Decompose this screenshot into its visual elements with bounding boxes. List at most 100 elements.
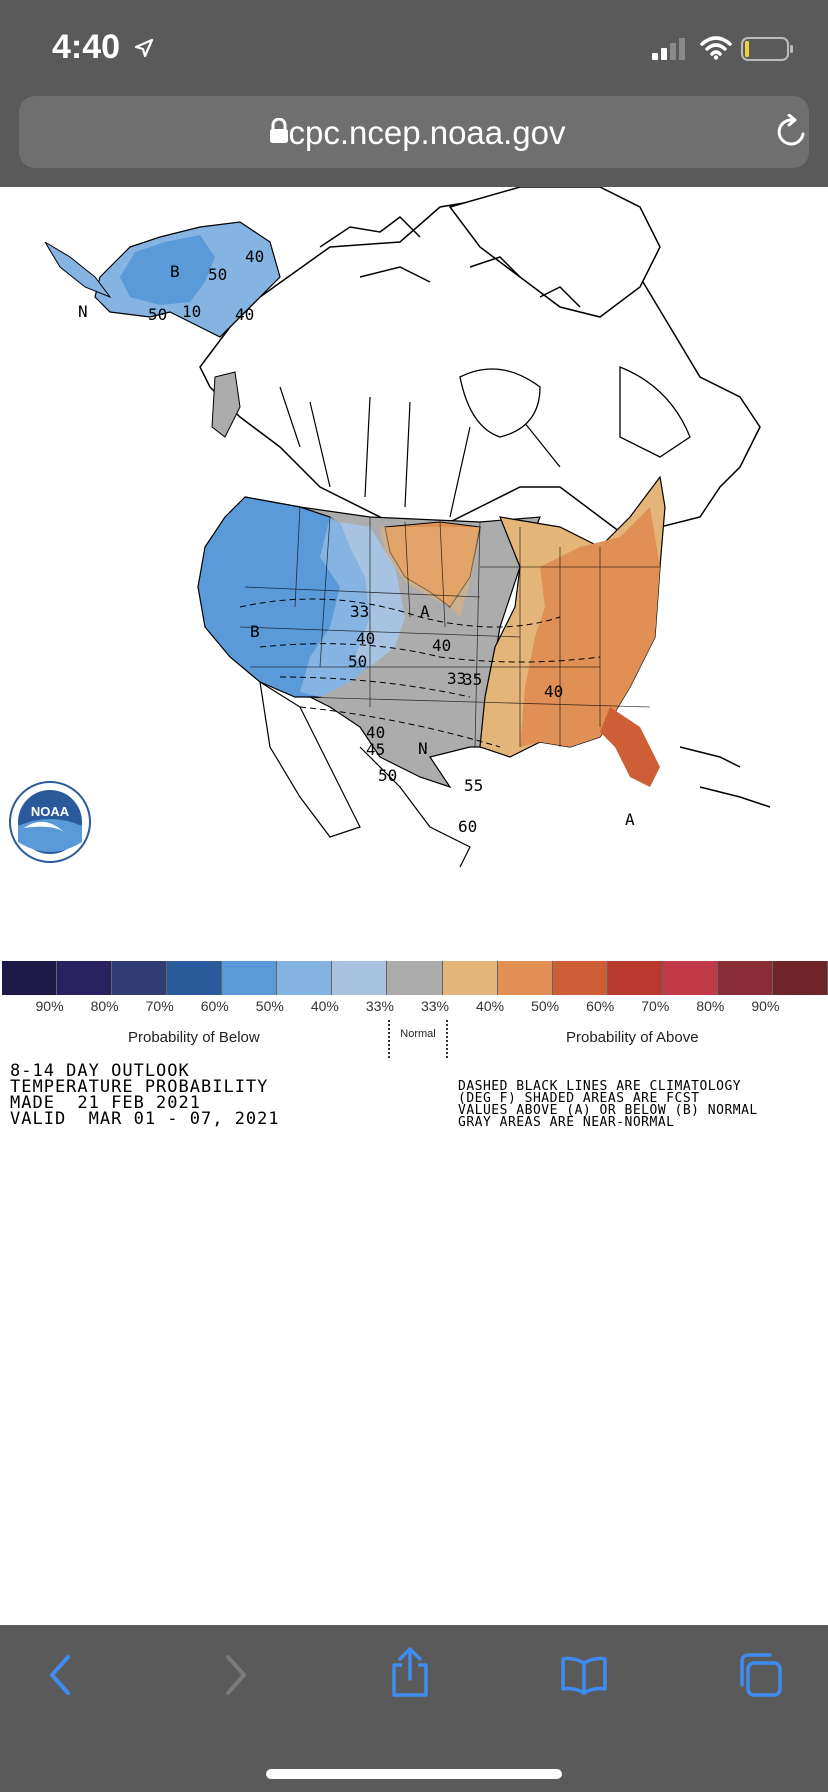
- contour-label: 40: [544, 682, 563, 701]
- scale-swatch: [497, 961, 553, 995]
- scale-swatch: [112, 961, 168, 995]
- alaska-darker: [120, 235, 215, 305]
- probability-below-caption: Probability of Below: [128, 1029, 260, 1046]
- forward-icon[interactable]: [222, 1653, 250, 1697]
- scale-label: 33%: [365, 998, 394, 1014]
- region-label-central-n: N: [418, 739, 428, 758]
- browser-top-chrome: 4:40 cpc.ncep.noaa.gov: [0, 0, 828, 187]
- outlook-title-line: VALID MAR 01 - 07, 2021: [10, 1109, 280, 1129]
- lock-icon: [270, 118, 288, 143]
- state-lines: [239, 506, 660, 748]
- scale-label: 70%: [145, 998, 174, 1014]
- scale-label: 80%: [696, 998, 725, 1014]
- bc-coast: [211, 371, 241, 438]
- contour-label: 40: [245, 247, 264, 266]
- battery-icon: [741, 37, 793, 61]
- cellular-signal-icon: [652, 38, 685, 60]
- scale-label: 50%: [255, 998, 284, 1014]
- outlook-title-line: MADE 21 FEB 2021: [10, 1093, 201, 1113]
- normal-caption-box: Normal: [388, 1020, 448, 1058]
- wifi-icon: [700, 36, 732, 60]
- scale-label: 50%: [531, 998, 560, 1014]
- mexico-outline: [259, 680, 471, 868]
- temperature-outlook-map: NOAA B N B A N A 50 50 40 10 40 33 40 50…: [0, 186, 828, 1129]
- contour-label: 50: [348, 652, 367, 671]
- normal-caption: Normal: [400, 1028, 436, 1040]
- browser-bottom-toolbar: [0, 1625, 828, 1792]
- contour-label: 35: [463, 670, 482, 689]
- greenland: [448, 186, 661, 318]
- scale-swatch: [772, 961, 828, 995]
- contour-label: 55: [464, 776, 483, 795]
- legend-note-line: VALUES ABOVE (A) OR BELOW (B) NORMAL: [458, 1103, 758, 1118]
- arctic-islands: [319, 216, 581, 308]
- scale-label: 90%: [751, 998, 780, 1014]
- contour-label: 10: [182, 302, 201, 321]
- scale-swatch: [662, 961, 718, 995]
- scale-swatch: [2, 961, 58, 995]
- florida-above-60: [600, 707, 660, 787]
- contour-label: 40: [366, 723, 385, 742]
- region-label-west-b: B: [250, 622, 260, 641]
- scale-label: 60%: [200, 998, 229, 1014]
- scale-swatch: [167, 961, 223, 995]
- legend-note: DASHED BLACK LINES ARE CLIMATOLOGY (DEG …: [458, 1079, 758, 1130]
- reload-icon[interactable]: [775, 114, 809, 150]
- probability-scale-labels: 90% 80% 70% 60% 50% 40% 33% 33% 40% 50% 60% 70% 80% 9…: [2, 998, 828, 1018]
- contour-label: 40: [432, 636, 451, 655]
- probability-above-caption: Probability of Above: [566, 1029, 699, 1046]
- plains-above-40: [380, 527, 480, 617]
- scale-swatch: [387, 961, 443, 995]
- legend-note-line: GRAY AREAS ARE NEAR-NORMAL: [458, 1115, 675, 1130]
- contour-label: 40: [235, 305, 254, 324]
- address-bar[interactable]: cpc.ncep.noaa.gov: [19, 96, 809, 168]
- scale-swatch: [277, 961, 333, 995]
- scale-swatch: [222, 961, 278, 995]
- url-text: cpc.ncep.noaa.gov: [288, 114, 566, 151]
- west-below-33: [340, 522, 405, 667]
- contour-label: 40: [356, 629, 375, 648]
- scale-label: 70%: [641, 998, 670, 1014]
- region-label-alaska-n: N: [78, 302, 88, 321]
- scale-label: 33%: [420, 998, 450, 1014]
- status-time: 4:40: [52, 28, 121, 66]
- north-america-map: NOAA B N B A N A 50 50 40 10 40 33 40 50…: [9, 186, 771, 868]
- hudson-bay: [459, 368, 541, 438]
- probability-color-scale: [2, 961, 828, 995]
- scale-swatch: [442, 961, 498, 995]
- scale-label: 80%: [90, 998, 119, 1014]
- province-lines: [279, 386, 651, 518]
- contour-label: 45: [366, 740, 385, 759]
- back-icon[interactable]: [46, 1653, 74, 1697]
- climatology-lines: [239, 598, 601, 748]
- scale-label: 60%: [586, 998, 615, 1014]
- contour-label: 60: [458, 817, 477, 836]
- contour-label: 50: [208, 265, 227, 284]
- outlook-title-line: 8-14 DAY OUTLOOK: [10, 1061, 190, 1081]
- contour-label: 33: [350, 602, 369, 621]
- alaska-islands: [44, 241, 112, 299]
- legend-note-line: (DEG F) SHADED AREAS ARE FCST: [458, 1091, 700, 1106]
- region-label-alaska-b: B: [170, 262, 180, 281]
- noaa-logo: NOAA: [9, 781, 91, 863]
- scale-swatch: [552, 961, 608, 995]
- contour-label: 50: [148, 305, 167, 324]
- home-indicator: [266, 1769, 562, 1779]
- quebec-region: [619, 366, 691, 458]
- share-icon[interactable]: [388, 1647, 432, 1699]
- tabs-icon[interactable]: [736, 1651, 784, 1699]
- scale-swatch: [717, 961, 773, 995]
- scale-label: 90%: [35, 998, 64, 1014]
- contour-label: 50: [378, 766, 397, 785]
- location-arrow-icon: [134, 38, 154, 58]
- noaa-logo-text: NOAA: [31, 804, 70, 819]
- scale-swatch: [607, 961, 663, 995]
- scale-swatch: [57, 961, 113, 995]
- caribbean-islands: [679, 746, 771, 808]
- contour-label: 33: [447, 669, 466, 688]
- scale-swatch: [332, 961, 388, 995]
- legend-note-line: DASHED BLACK LINES ARE CLIMATOLOGY: [458, 1079, 742, 1094]
- outlook-title: 8-14 DAY OUTLOOK TEMPERATURE PROBABILITY…: [10, 1061, 280, 1129]
- book-icon[interactable]: [560, 1655, 608, 1695]
- region-label-plains-a: A: [420, 602, 430, 621]
